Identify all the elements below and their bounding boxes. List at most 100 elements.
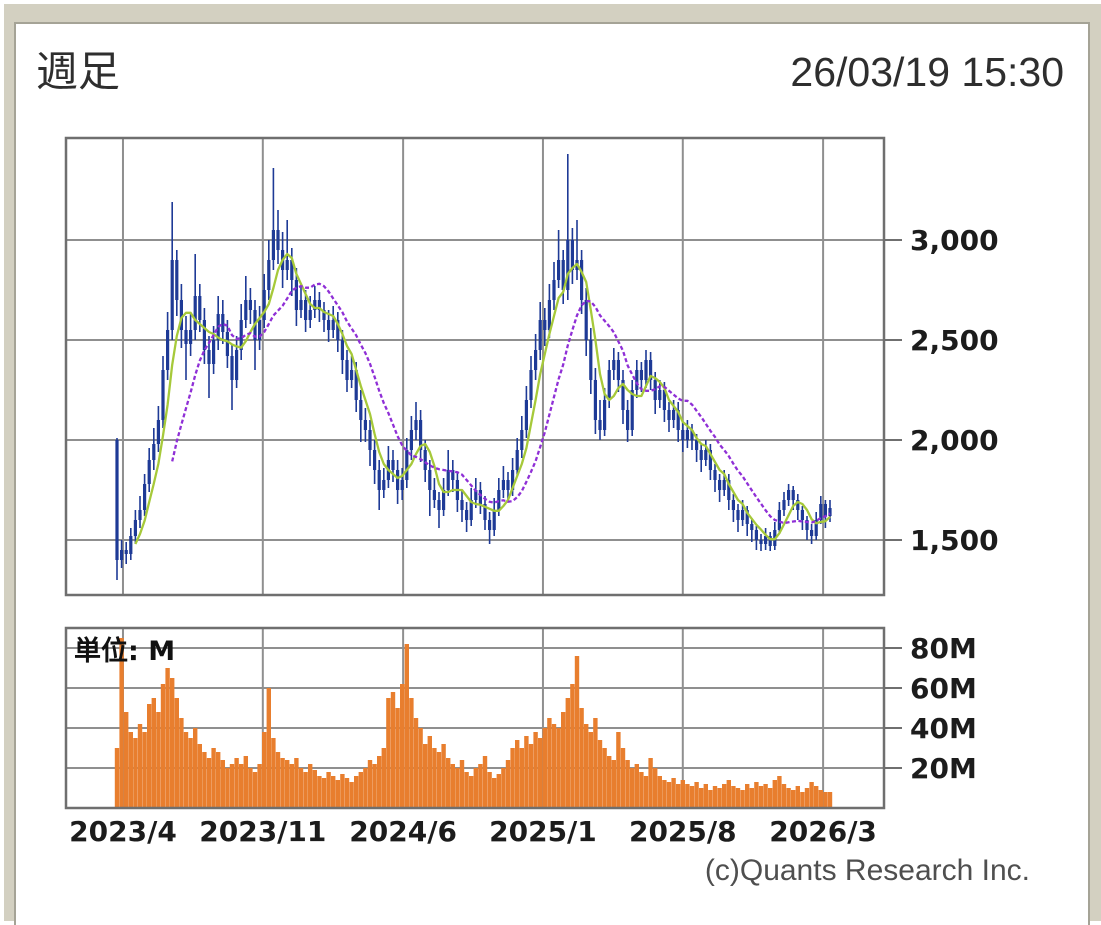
candle-body	[451, 470, 455, 480]
volume-bar	[712, 786, 718, 808]
candle-body	[244, 300, 248, 320]
volume-bar	[390, 692, 396, 808]
candle-body	[363, 420, 367, 430]
volume-bar	[248, 768, 253, 808]
volume-bar	[584, 724, 589, 808]
x-axis-label: 2025/1	[489, 815, 597, 848]
candle-body	[322, 310, 326, 320]
volume-bar	[800, 792, 805, 808]
candle-body	[262, 290, 266, 320]
candle-body	[662, 390, 666, 410]
volume-axis-label: 20M	[910, 752, 977, 785]
volume-bar	[128, 732, 133, 808]
volume-bar	[124, 712, 129, 808]
volume-bar	[643, 776, 649, 808]
candle-body	[446, 470, 450, 490]
candle-body	[414, 420, 418, 430]
volume-bar	[482, 756, 488, 808]
candle-body	[570, 240, 574, 270]
candle-body	[727, 480, 731, 500]
candle-body	[239, 320, 243, 350]
volume-bar	[285, 760, 290, 808]
candle-body	[552, 280, 556, 300]
candle-body	[271, 230, 275, 260]
volume-bar	[814, 786, 819, 808]
candle-body	[189, 330, 193, 344]
volume-bar	[616, 732, 621, 808]
candle-body	[768, 536, 772, 546]
volume-pane-border	[64, 626, 886, 810]
candle-body	[547, 300, 551, 330]
volume-bar	[252, 772, 258, 808]
candle-body	[460, 500, 464, 510]
volume-bar	[551, 724, 557, 808]
ma-short-line	[134, 252, 831, 545]
volume-bar	[197, 744, 202, 808]
volume-bar	[381, 748, 386, 808]
copyright: (c)Quants Research Inc.	[705, 854, 1030, 887]
volume-bar	[137, 724, 143, 808]
volume-bar	[722, 784, 727, 808]
candle-body	[814, 520, 818, 536]
volume-bar	[524, 736, 529, 808]
candle-body	[442, 490, 446, 510]
volume-bar	[505, 760, 511, 808]
candle-body	[511, 470, 515, 490]
volume-bar	[386, 698, 391, 808]
volume-bar	[239, 764, 244, 808]
candle-body	[396, 470, 400, 490]
candle-body	[745, 510, 749, 524]
volume-bar	[533, 732, 538, 808]
price-pane-border	[64, 136, 886, 597]
candle-body	[437, 500, 441, 510]
plot-layer: 3,000 2,500 2,000 1,500 80M 60M 40M 20M 2023/4 20…	[64, 136, 999, 848]
candle-body	[796, 500, 800, 510]
candle-body	[520, 430, 524, 450]
candle-body	[731, 500, 735, 510]
volume-bar	[680, 780, 685, 808]
volume-bar	[340, 774, 345, 808]
volume-bar	[768, 788, 773, 808]
candle-body	[501, 480, 505, 490]
volume-bar	[749, 788, 754, 808]
candle-body	[285, 260, 289, 270]
volume-bar	[395, 708, 400, 808]
volume-bar	[795, 786, 800, 808]
volume-bar	[372, 764, 377, 808]
volume-bar	[754, 782, 759, 808]
volume-bar	[791, 790, 796, 808]
volume-bar	[308, 764, 313, 808]
candle-body	[124, 550, 128, 554]
volume-bar	[160, 684, 166, 808]
volume-bar	[331, 776, 336, 808]
volume-bar	[358, 772, 363, 808]
volume-bar	[335, 780, 340, 808]
candle-body	[598, 420, 602, 430]
candle-body	[313, 300, 317, 310]
candle-body	[465, 510, 469, 520]
candle-body	[156, 420, 160, 444]
candle-body	[529, 370, 533, 400]
volume-bar	[565, 698, 570, 808]
volume-bar	[708, 790, 713, 808]
candle-body	[497, 490, 501, 510]
volume-bar	[657, 776, 662, 808]
volume-bar	[745, 784, 750, 808]
candle-body	[294, 280, 298, 310]
candle-body	[630, 390, 634, 430]
candle-body	[782, 500, 786, 510]
candle-body	[212, 340, 216, 364]
volume-bar	[446, 758, 451, 808]
candle-body	[690, 430, 694, 440]
volume-bar	[275, 752, 281, 808]
volume-bar	[634, 764, 639, 808]
candle-body	[713, 470, 717, 480]
candle-body	[179, 300, 183, 330]
candle-body	[515, 450, 519, 470]
volume-bar	[303, 772, 308, 808]
candle-body	[483, 504, 487, 520]
volume-bar	[777, 776, 782, 808]
candle-body	[626, 410, 630, 430]
volume-bar	[469, 776, 474, 808]
